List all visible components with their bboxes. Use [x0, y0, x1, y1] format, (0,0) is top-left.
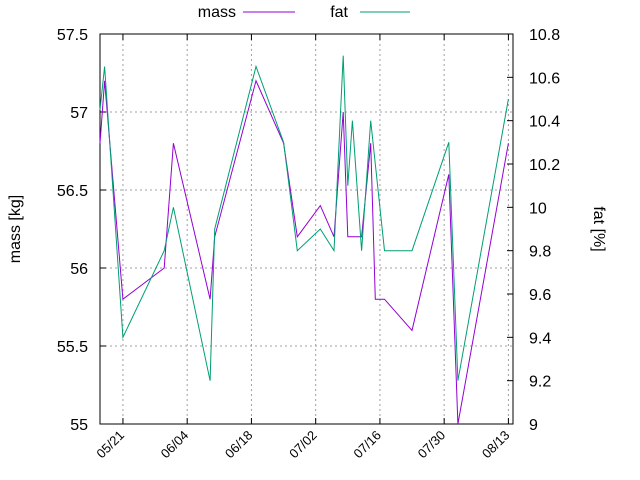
x-tick-label: 06/18 [222, 428, 256, 462]
y-axis-title: mass [kg] [7, 195, 24, 263]
y-tick-label: 55 [70, 417, 88, 434]
x-tick-label: 06/04 [158, 428, 192, 462]
x-tick-label: 05/21 [93, 428, 127, 462]
grid-layer [100, 34, 513, 424]
y-tick-label: 56.5 [57, 183, 88, 200]
y2-tick-label: 10.6 [529, 70, 560, 87]
ticks-layer: 55 55.5 56 56.5 57 57.5 9 9.2 9.4 9.6 9.8 10 10.2 10.… [57, 27, 560, 461]
plot-frame [99, 33, 514, 425]
legend-label-fat: fat [330, 4, 348, 21]
y-tick-label: 57.5 [57, 27, 88, 44]
x-tick-label: 07/30 [415, 428, 449, 462]
series-layer [99, 55, 509, 425]
y2-tick-label: 9.4 [529, 330, 551, 347]
y-tick-label: 55.5 [57, 339, 88, 356]
y-tick-label: 57 [70, 105, 88, 122]
y2-tick-label: 9.6 [529, 287, 551, 304]
y2-tick-label: 9.2 [529, 374, 551, 391]
legend: mass fat [198, 4, 410, 21]
y2-tick-label: 10.2 [529, 157, 560, 174]
x-tick-label: 07/02 [286, 428, 320, 462]
x-tick-label: 07/16 [350, 428, 384, 462]
y2-tick-label: 10.8 [529, 27, 560, 44]
legend-label-mass: mass [198, 4, 236, 21]
y2-tick-label: 10.4 [529, 114, 560, 131]
y-tick-label: 56 [70, 261, 88, 278]
x-tick-label: 08/13 [479, 428, 513, 462]
y2-tick-label: 9.8 [529, 244, 551, 261]
y2-axis-title: fat [%] [590, 206, 607, 251]
y2-tick-label: 10 [529, 200, 547, 217]
y2-tick-label: 9 [529, 417, 538, 434]
series-line-fat [99, 55, 509, 381]
series-line-mass [99, 79, 509, 425]
